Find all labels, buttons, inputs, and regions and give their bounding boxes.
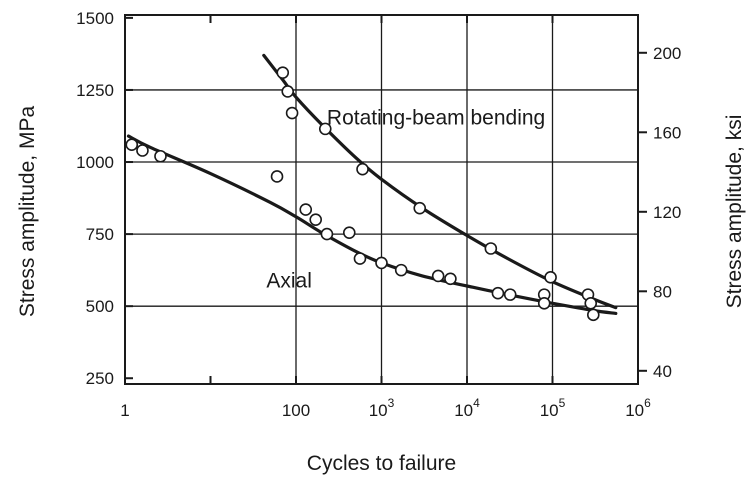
x-tick-label: 1 bbox=[120, 401, 129, 420]
annotation-label: Rotating-beam bending bbox=[327, 107, 545, 130]
y-tick-label: 1500 bbox=[76, 9, 114, 28]
y2-tick-label: 80 bbox=[653, 282, 672, 301]
point-axial bbox=[444, 272, 457, 286]
point-rotating-beam-bending bbox=[281, 85, 295, 98]
point-axial bbox=[503, 288, 517, 301]
point-axial bbox=[375, 256, 388, 270]
point-axial bbox=[154, 149, 167, 163]
curve-axial bbox=[126, 134, 618, 315]
y-tick-label: 750 bbox=[86, 225, 114, 244]
point-axial bbox=[586, 308, 600, 322]
y2-tick-label: 200 bbox=[653, 44, 681, 63]
point-axial bbox=[299, 203, 313, 216]
y2-tick-label: 120 bbox=[653, 203, 681, 222]
point-rotating-beam-bending bbox=[276, 66, 290, 79]
point-rotating-beam-bending bbox=[484, 242, 498, 255]
point-axial bbox=[136, 144, 149, 157]
ticks-layer bbox=[124, 15, 647, 384]
y2-tick-label: 40 bbox=[653, 362, 672, 381]
x-axis-title: Cycles to failure bbox=[307, 452, 456, 475]
point-axial bbox=[537, 296, 551, 310]
y-axis-title-right: Stress amplitude, ksi bbox=[723, 115, 746, 309]
curves-layer bbox=[126, 53, 618, 315]
point-axial bbox=[270, 170, 284, 183]
y-tick-label: 1000 bbox=[76, 153, 114, 172]
curve-rotating-beam-bending bbox=[262, 53, 618, 310]
grid-layer bbox=[125, 15, 638, 384]
x-tick-label: 104 bbox=[454, 396, 480, 420]
points-layer bbox=[125, 66, 600, 322]
point-rotating-beam-bending bbox=[544, 271, 557, 284]
point-rotating-beam-bending bbox=[356, 162, 369, 176]
y2-tick-label: 160 bbox=[653, 123, 681, 142]
point-axial bbox=[491, 286, 505, 300]
labels-layer: 1 100 103 104 105 106 250 500 750 1000 1250 1500 40 8… bbox=[76, 9, 681, 420]
point-axial bbox=[394, 263, 408, 277]
y-tick-label: 250 bbox=[86, 369, 114, 388]
point-rotating-beam-bending bbox=[584, 296, 598, 310]
point-axial bbox=[353, 252, 367, 265]
point-axial bbox=[320, 227, 334, 241]
annotation-label: Axial bbox=[266, 269, 312, 292]
point-rotating-beam-bending bbox=[318, 122, 332, 136]
y-axis-title-left: Stress amplitude, MPa bbox=[16, 106, 39, 318]
point-axial bbox=[431, 269, 445, 283]
point-axial bbox=[342, 226, 356, 239]
x-tick-label: 106 bbox=[625, 396, 651, 420]
point-rotating-beam-bending bbox=[285, 106, 299, 120]
point-axial bbox=[125, 138, 139, 152]
x-tick-label: 103 bbox=[369, 396, 395, 420]
y-tick-label: 500 bbox=[86, 297, 114, 316]
x-tick-label: 105 bbox=[540, 396, 566, 420]
y-tick-label: 1250 bbox=[76, 81, 114, 100]
x-tick-label: 100 bbox=[282, 401, 310, 420]
point-rotating-beam-bending bbox=[413, 201, 427, 215]
point-axial bbox=[309, 213, 323, 226]
